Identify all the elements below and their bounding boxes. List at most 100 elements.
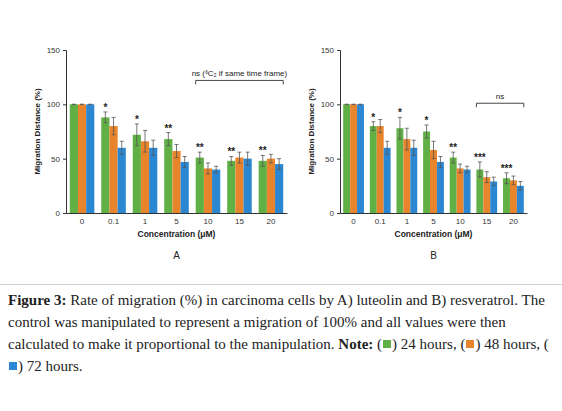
tick: 0	[56, 209, 66, 218]
legend-punct: ,	[536, 336, 540, 352]
tick-mark	[63, 104, 66, 105]
note-label: Note:	[338, 336, 373, 352]
x-axis-title: Concentration (μM)	[395, 229, 473, 239]
significance-label: ***	[474, 152, 486, 163]
legend-swatch	[466, 340, 474, 348]
significance-label: **	[164, 123, 172, 134]
bar	[172, 151, 180, 213]
bar	[450, 158, 457, 213]
error-bar	[518, 181, 522, 190]
error-bar	[359, 104, 363, 105]
tick: 150	[321, 46, 340, 55]
y-axis-title: Migration Distance (%)	[307, 88, 316, 175]
bracket-label: ns (³C₂ if same time frame)	[192, 69, 288, 78]
tick: 50	[51, 155, 66, 164]
legend-punct: (	[377, 336, 382, 352]
bar	[70, 104, 78, 213]
error-bar	[269, 154, 273, 163]
tick-label: 150	[47, 46, 61, 55]
bar	[86, 104, 94, 213]
tick: 1	[143, 217, 148, 226]
tick-label: 10	[204, 217, 213, 226]
tick-label: 100	[321, 100, 335, 109]
tick-label: 20	[509, 217, 518, 226]
series	[86, 104, 283, 213]
bar	[259, 161, 267, 213]
panel: 05010015000.115101520Migration Distance …	[33, 46, 288, 261]
x-axis: 00.115101520	[67, 214, 288, 226]
tick: 100	[47, 100, 66, 109]
bar	[101, 117, 109, 213]
error-bar	[206, 163, 210, 174]
significance-label: *	[398, 107, 402, 118]
error-bar	[405, 128, 409, 150]
legend-label: 24 hours	[401, 336, 453, 352]
error-bar	[398, 117, 402, 139]
bar	[133, 135, 141, 213]
error-bar	[135, 124, 139, 146]
error-bar	[458, 164, 462, 173]
error-bar	[88, 104, 92, 105]
bar	[343, 104, 350, 213]
error-bar	[451, 152, 455, 163]
error-bar	[378, 120, 382, 133]
bar	[410, 148, 417, 213]
bar	[350, 104, 357, 213]
series	[357, 104, 524, 213]
error-bar	[412, 140, 416, 155]
bar	[357, 104, 364, 213]
error-bar	[214, 166, 218, 173]
bar	[430, 150, 437, 213]
bar	[118, 148, 126, 213]
bar	[510, 180, 517, 213]
error-bar	[345, 104, 349, 105]
axis-line	[337, 51, 341, 214]
tick-label: 150	[321, 46, 335, 55]
panel: 05010015000.115101520Migration Distance …	[307, 46, 528, 261]
y-axis: 0 50 100 150	[47, 46, 67, 218]
series	[78, 104, 275, 213]
significance-label: *	[425, 115, 429, 126]
bar	[275, 164, 283, 213]
tick: 20	[509, 217, 518, 226]
error-bar	[261, 155, 265, 166]
tick-mark	[337, 213, 340, 214]
tick-mark	[63, 159, 66, 160]
tick: 10	[456, 217, 465, 226]
series	[343, 104, 510, 213]
tick-label: 15	[482, 217, 491, 226]
tick-mark	[337, 104, 340, 105]
tick: 100	[321, 100, 340, 109]
legend-punct: .	[79, 358, 83, 374]
error-bar	[80, 104, 84, 105]
tick-label: 0	[56, 209, 61, 218]
caption: Figure 3: Rate of migration (%) in carci…	[0, 284, 562, 377]
plot-marks	[70, 104, 283, 213]
bar	[370, 126, 377, 213]
error-bar	[183, 156, 187, 167]
tick-label: 0	[351, 217, 356, 226]
significance-label: *	[135, 114, 139, 125]
bar	[227, 161, 235, 213]
error-bar	[432, 141, 436, 158]
bar	[109, 126, 117, 213]
bar	[267, 159, 275, 213]
error-bar	[352, 104, 356, 105]
bar	[423, 132, 430, 214]
error-bar	[112, 117, 116, 134]
tick-label: 5	[431, 217, 436, 226]
bracket-label: ns	[496, 92, 504, 101]
bar	[384, 148, 391, 213]
tick-label: 15	[235, 217, 244, 226]
error-bar	[465, 166, 469, 173]
caption-label: Figure 3:	[8, 292, 66, 308]
tick-label: 50	[51, 155, 60, 164]
tick: 0.1	[108, 217, 120, 226]
tick-label: 5	[174, 217, 179, 226]
x-axis: 00.115101520	[341, 214, 528, 226]
panel-title: B	[430, 250, 437, 261]
bar	[244, 159, 252, 213]
legend-item: () 48 hours,	[460, 336, 540, 352]
error-bar	[425, 125, 429, 138]
tick: 0	[330, 209, 340, 218]
